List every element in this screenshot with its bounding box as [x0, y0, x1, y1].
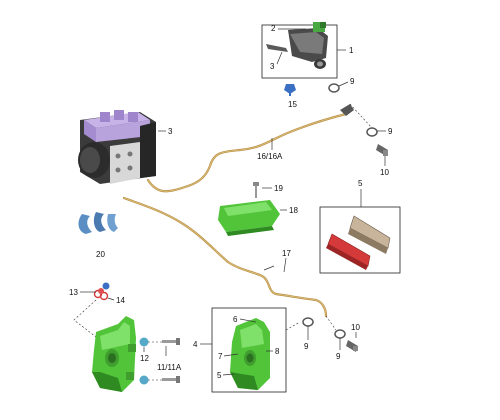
callout-3-abs: 3: [168, 127, 173, 136]
leader-17: [283, 257, 287, 273]
box-item-4-frame: [211, 307, 287, 393]
callout-13: 13: [69, 288, 78, 297]
bolt-15-icon: 15: [284, 84, 297, 109]
box-item-5: 5: [319, 179, 401, 274]
bolt-19-icon: 19: [253, 182, 283, 198]
dash-bottom-right: [285, 321, 301, 331]
washer-9-bottom-b: 9: [334, 329, 346, 361]
callout-8: 8: [275, 347, 280, 356]
washer-9-top: 9: [328, 77, 355, 93]
box-item-4: 4 6 7 8 5: [193, 307, 287, 393]
callout-16: 16/16A: [257, 152, 283, 161]
box-item-1: 2 3 1: [261, 22, 354, 79]
caliper-right-icon: [230, 318, 270, 390]
dash-left: [73, 299, 101, 341]
box-item-5-frame: [319, 206, 401, 274]
callout-5-caliper: 5: [217, 371, 222, 380]
bleeder-cap-13-icon: [93, 282, 110, 301]
callout-9-bottom-b: 9: [336, 352, 341, 361]
callout-9-bottom-a: 9: [304, 342, 309, 351]
dash-top-right: [349, 103, 373, 129]
callout-11: 11/11A: [157, 363, 182, 372]
callout-20: 20: [96, 250, 105, 259]
callout-7: 7: [218, 352, 223, 361]
callout-19: 19: [274, 184, 283, 193]
callout-1: 1: [349, 46, 354, 55]
guide-bolt-12-icon: 12: [139, 337, 149, 385]
clip-20-icon: 20: [78, 212, 118, 259]
callout-15: 15: [288, 100, 297, 109]
leader-3-top: [276, 51, 283, 65]
box-item-1-frame: [261, 24, 338, 79]
mounting-bolt-11-icon: 11/11A: [148, 338, 182, 383]
callout-10-top: 10: [380, 168, 389, 177]
callout-9-top: 9: [350, 77, 355, 86]
callout-12: 12: [140, 354, 149, 363]
callout-4: 4: [193, 340, 198, 349]
washer-9-bottom-a: 9: [302, 317, 314, 351]
callout-9-right: 9: [388, 127, 393, 136]
bolt-10-bottom: 10: [346, 323, 360, 352]
abs-unit-icon: [78, 110, 156, 184]
callout-5-box: 5: [358, 179, 363, 188]
bolt-10-top: 10: [376, 144, 389, 177]
callout-10-bottom: 10: [351, 323, 360, 332]
brake-pad-icon: [326, 215, 391, 270]
callout-3-top: 3: [270, 62, 275, 71]
sensor-module-icon: [266, 22, 328, 69]
callout-17: 17: [282, 249, 291, 258]
caliper-left-icon: [92, 316, 136, 392]
bracket-18-icon: 18: [218, 200, 298, 236]
callout-14: 14: [116, 296, 125, 305]
washer-9-right: 9: [366, 127, 393, 137]
callout-2: 2: [271, 24, 276, 33]
pipe-fitting-top: [340, 104, 354, 116]
brake-line-16: [146, 112, 348, 193]
callout-6: 6: [233, 315, 238, 324]
callout-18: 18: [289, 206, 298, 215]
